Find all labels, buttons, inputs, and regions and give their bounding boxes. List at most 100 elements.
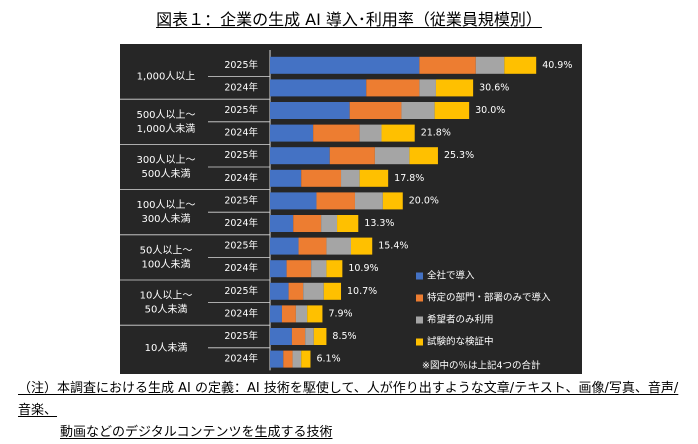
bar-segment [270,102,350,119]
bar-segment [270,282,289,300]
bar-segment [270,237,299,255]
bar-segment [381,124,415,142]
bar-segment [286,260,312,278]
category-label: 50人未満 [145,304,188,316]
bar-segment [270,79,367,97]
legend-label: 試験的な検証中 [427,336,494,348]
year-label: 2024年 [224,262,258,274]
bar-segment [326,260,343,278]
bar-segment [419,79,436,97]
bar-segment [293,215,322,232]
stacked-bar-chart: 1,000人以上 2025年 40.9% 2024年 30.6% 500人以上～ 1,000… [120,50,572,372]
total-label: 30.0% [475,105,505,116]
legend-note: ※図中の％は上記4つの合計 [422,360,541,372]
legend-swatch [416,294,423,302]
bar-segment [270,124,314,142]
total-label: 8.5% [332,331,356,342]
bar-segment [288,282,304,300]
total-label: 10.7% [347,286,377,297]
bar-segment [409,147,438,165]
bar-segment [313,124,360,142]
total-label: 21.8% [421,128,451,139]
legend-label: 特定の部門・部署のみで導入 [427,292,551,304]
bar-segment [270,147,330,165]
bar-segment [307,305,323,323]
legend-swatch [416,338,423,346]
year-label: 2025年 [224,59,258,71]
total-label: 40.9% [542,60,572,71]
year-label: 2025年 [224,104,258,116]
bar-segment [283,350,293,368]
total-label: 15.4% [378,241,408,252]
bar-segment [301,169,342,187]
bar-segment [341,169,360,187]
year-label: 2024年 [224,217,258,229]
total-label: 30.6% [479,82,509,93]
category-label: 1,000人未満 [137,123,196,135]
bar-segment [295,305,308,323]
year-label: 2024年 [224,353,258,365]
year-label: 2025年 [224,330,258,342]
bar-segment [270,350,284,368]
category-label: 50人以上～ [140,244,193,256]
bar-segment [292,350,302,368]
year-label: 2025年 [224,149,258,161]
bar-segment [329,147,375,165]
bar-segment [337,215,359,232]
year-label: 2024年 [224,307,258,319]
bar-segment [301,350,311,368]
bar-segment [323,282,342,300]
category-label: 100人未満 [141,258,190,270]
category-label: 300人未満 [141,213,190,225]
total-label: 6.1% [316,354,340,365]
total-label: 7.9% [328,308,352,319]
category-label: 10人未満 [145,342,188,354]
bar-segment [359,169,389,187]
total-label: 17.8% [394,173,424,184]
bar-segment [350,237,373,255]
bar-segment [270,215,294,232]
year-label: 2024年 [224,172,258,184]
category-label: 100人以上～ [136,199,195,211]
bar-segment [298,237,327,255]
bar-segment [305,328,314,345]
year-label: 2025年 [224,194,258,206]
bar-segment [270,169,302,187]
year-label: 2025年 [224,285,258,297]
category-label: 10人以上～ [140,290,193,302]
bar-segment [359,124,382,142]
legend-swatch [416,316,423,324]
bar-segment [504,56,537,74]
bar-segment [382,192,403,210]
bar-segment [270,328,292,345]
total-label: 10.9% [348,263,378,274]
category-label: 500人未満 [141,168,190,180]
category-label: 300人以上～ [136,154,195,166]
bar-segment [435,79,474,97]
chart-area: 1,000人以上 2025年 40.9% 2024年 30.6% 500人以上～ 1,000… [120,44,582,374]
total-label: 25.3% [444,150,474,161]
footnote-line-2: 動画などのデジタルコンテンツを生成する技術 [60,425,333,440]
legend-swatch [416,272,423,280]
bar-segment [291,328,306,345]
bar-segment [366,79,420,97]
bar-segment [281,305,296,323]
bar-segment [349,102,402,119]
bar-segment [401,102,435,119]
bar-segment [326,237,351,255]
bar-segment [354,192,383,210]
year-label: 2024年 [224,127,258,139]
total-label: 13.3% [364,218,394,229]
category-label: 500人以上～ [136,109,195,121]
bar-segment [270,305,282,323]
bar-segment [434,102,470,119]
year-label: 2025年 [224,240,258,252]
legend-label: 希望者のみ利用 [427,314,494,326]
footnote: （注）本調査における生成 AI の定義：AI 技術を駆使して、人が作り出すような… [18,378,688,444]
legend-label: 全社で導入 [427,270,475,282]
category-label: 1,000人以上 [137,71,196,83]
figure-title: 図表１：企業の生成 AI 導入･利用率（従業員規模別） [156,10,542,29]
bar-segment [419,56,476,74]
year-label: 2024年 [224,81,258,93]
bar-segment [316,192,355,210]
